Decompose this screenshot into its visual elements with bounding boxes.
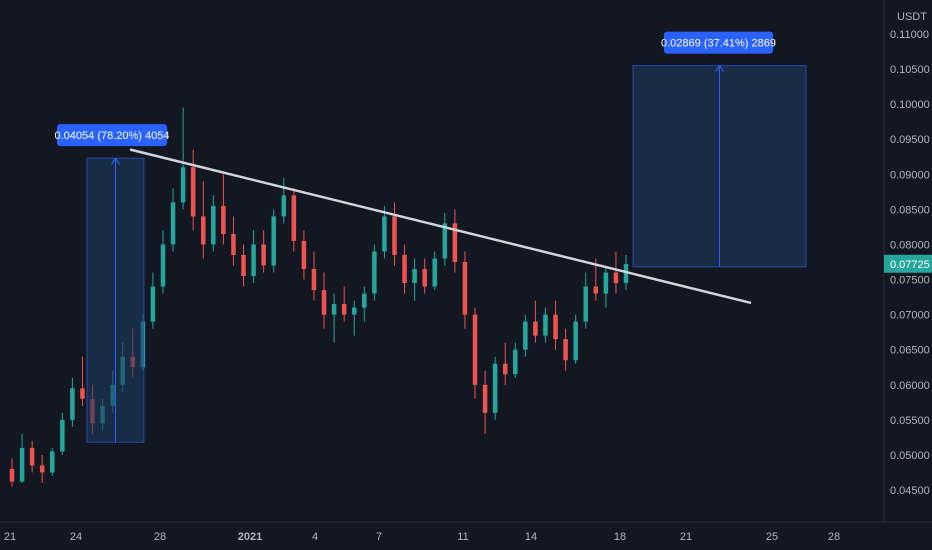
candle-body (241, 254, 246, 277)
candle-body (502, 363, 508, 375)
candle-body (543, 314, 548, 336)
time-axis: 21 24 28 2021 4 7 11 14 18 21 25 28 (0, 521, 932, 543)
candle-body (291, 195, 297, 241)
measure-label: 0.02869 (37.41%) 2869 (661, 38, 776, 50)
candle-body (452, 223, 458, 262)
price-tick-label: 0.11000 (890, 29, 929, 41)
price-tick-label: 0.10000 (890, 99, 930, 111)
price-tick-label: 0.06500 (890, 345, 930, 357)
candle-body (432, 258, 438, 287)
candle-body (603, 272, 609, 294)
candle-body (321, 290, 327, 315)
price-tick-label: 0.10500 (890, 64, 930, 76)
candle-body (392, 216, 397, 255)
time-tick-label: 2021 (238, 531, 262, 543)
measure-label-box (664, 31, 773, 54)
candle-body (200, 216, 206, 245)
time-tick-label: 24 (70, 531, 82, 543)
candle-body (150, 286, 156, 322)
price-tick-label: 0.04500 (890, 485, 930, 497)
time-tick-label: 11 (457, 531, 468, 543)
candle-body (261, 244, 266, 266)
candle-body (221, 205, 226, 234)
price-tick-label: 0.07500 (890, 275, 930, 287)
trendline-layer (129, 148, 752, 304)
price-axis: 0.04500 0.05000 0.05500 0.06000 0.06500 0.070… (883, 0, 932, 522)
candle-body (382, 216, 387, 252)
candle-body (583, 286, 589, 322)
time-tick-label: 7 (376, 531, 382, 543)
candle-body (533, 321, 538, 336)
candle-body (482, 384, 488, 413)
time-tick-label: 21 (4, 531, 16, 543)
candle-body (251, 244, 256, 277)
candle-body (301, 240, 307, 270)
candle-body (523, 321, 528, 350)
price-tick-label: 0.06000 (890, 380, 930, 392)
candle-body (170, 202, 176, 245)
price-tick-label: 0.05500 (890, 415, 930, 427)
candle-body (60, 419, 65, 452)
candle-body (281, 195, 287, 217)
candle-body (563, 339, 568, 361)
candle-body (331, 304, 337, 315)
candle-body (311, 269, 317, 291)
candle-body (160, 244, 166, 287)
candle-body (351, 307, 357, 315)
candle-body (80, 388, 85, 399)
candle-body (29, 447, 35, 466)
candle-body (442, 223, 448, 259)
price-tick-label: 0.08000 (890, 239, 930, 251)
candle-body (362, 293, 367, 308)
measure-label: 0.04054 (78.20%) 4054 (55, 130, 170, 142)
candle-body (593, 286, 599, 294)
candle-body (492, 363, 498, 413)
candle-body (70, 388, 75, 420)
candle-body (39, 465, 45, 473)
price-tick-label: 0.09000 (890, 169, 930, 181)
time-tick-label: 25 (766, 531, 778, 543)
price-tick-label: 0.07000 (890, 310, 930, 322)
candle-body (613, 272, 619, 284)
time-tick-label: 18 (614, 531, 626, 543)
trendline[interactable] (129, 148, 752, 304)
candle-body (462, 262, 468, 315)
time-tick-label: 4 (312, 531, 318, 543)
candle-body (402, 254, 407, 284)
measure-label-box (57, 124, 167, 147)
time-tick-label: 28 (154, 531, 166, 543)
price-tick-label: 0.05000 (890, 450, 930, 462)
time-tick-label: 28 (828, 531, 840, 543)
candle-body (190, 167, 196, 217)
candle-body (271, 216, 276, 266)
time-tick-label: 21 (680, 531, 692, 543)
candle-body (553, 314, 558, 340)
candle-body (9, 468, 15, 482)
candle-body (180, 167, 186, 203)
current-price-label: 0.07725 (890, 259, 930, 271)
measure-arrowhead (715, 64, 724, 72)
quote-unit-label: USDT (897, 11, 927, 23)
candle-body (372, 251, 377, 294)
measurements-layer: 0.04054 (78.20%) 4054 0.02869 (37.41%) 28… (55, 31, 807, 443)
candle-body (573, 321, 578, 361)
candle-body (49, 451, 55, 473)
time-tick-label: 14 (525, 531, 537, 543)
candle-body (341, 304, 347, 315)
current-price-tag (884, 254, 932, 273)
candle-body (422, 269, 427, 287)
price-tick-label: 0.08500 (890, 204, 930, 216)
measure-arrowhead (111, 157, 120, 165)
candle-body (211, 205, 216, 245)
candle-body (231, 233, 236, 255)
candle-body (472, 314, 478, 385)
candle-body (623, 264, 629, 284)
candle-body (19, 447, 25, 482)
candle-body (412, 269, 417, 284)
candle-body (513, 349, 518, 375)
price-tick-label: 0.09500 (890, 134, 930, 146)
